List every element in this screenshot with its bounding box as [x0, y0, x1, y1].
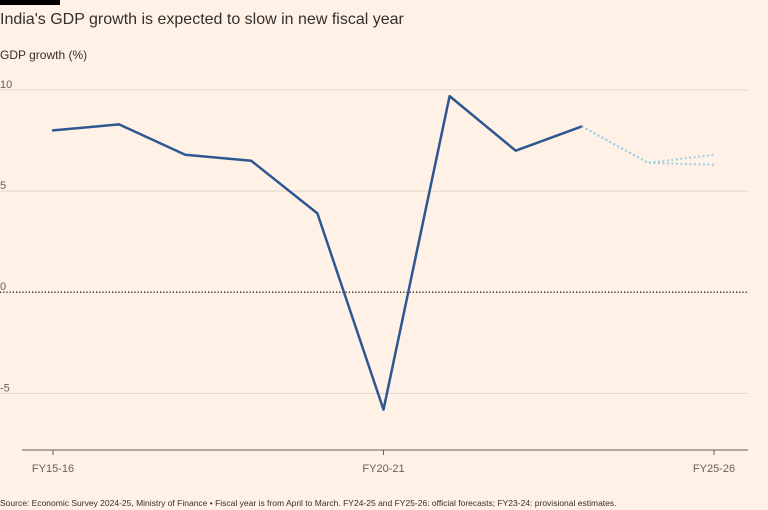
y-axis-label: GDP growth (%)	[0, 48, 88, 62]
forecast-series-line-1	[581, 125, 715, 164]
y-tick-label: 10	[0, 79, 12, 91]
y-tick-label: 0	[0, 281, 6, 293]
x-tick-label: FY20-21	[362, 463, 404, 475]
y-tick-label: 5	[0, 180, 6, 192]
actual-series-line	[51, 94, 584, 411]
source-note: Source: Economic Survey 2024-25, Ministr…	[0, 498, 617, 508]
forecast-series-line-2	[581, 125, 715, 166]
chart-title: India's GDP growth is expected to slow i…	[0, 11, 404, 28]
x-tick-label: FY25-26	[693, 463, 735, 475]
brand-bar	[0, 0, 60, 5]
y-tick-label: -5	[0, 382, 10, 394]
x-tick-label: FY15-16	[32, 463, 74, 475]
